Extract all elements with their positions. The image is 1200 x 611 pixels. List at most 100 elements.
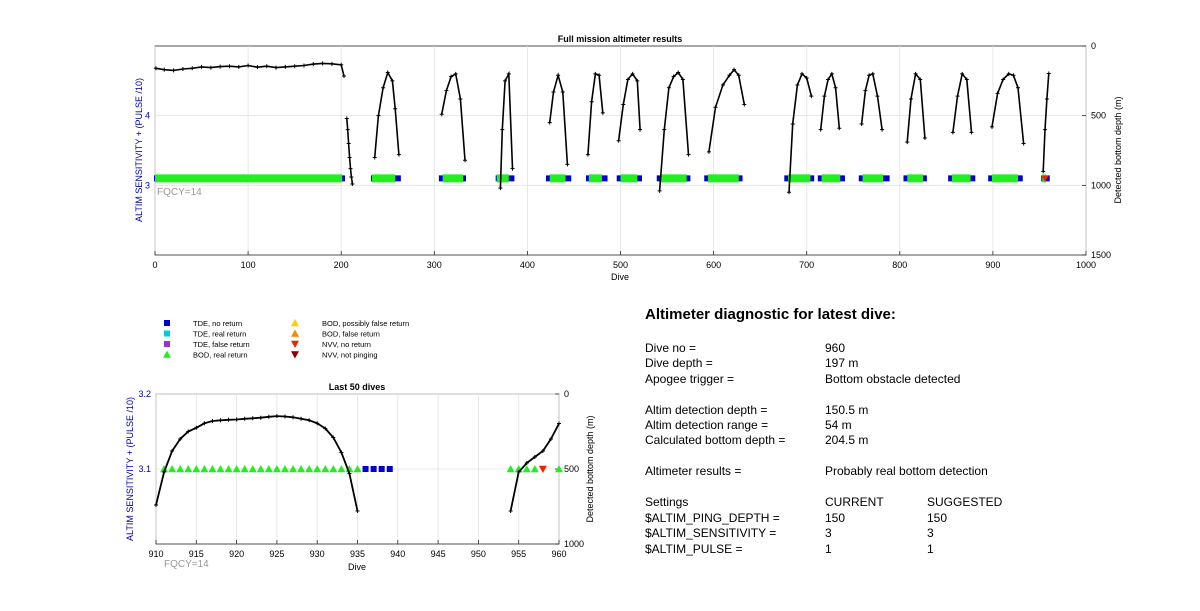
bod-real-return-marker bbox=[907, 174, 924, 183]
bottom-depth-point bbox=[742, 102, 747, 107]
bottom-depth-point bbox=[638, 127, 643, 132]
bod-real-return-marker bbox=[442, 174, 464, 183]
bottom-x-tick-label: 945 bbox=[431, 549, 446, 559]
bottom-x-tick-label: 925 bbox=[269, 549, 284, 559]
bottom-depth-point bbox=[964, 77, 969, 82]
bottom-depth-point bbox=[463, 158, 468, 163]
bottom-depth-point bbox=[551, 89, 556, 94]
legend-label: BOD, real return bbox=[193, 351, 248, 360]
bottom-depth-point bbox=[339, 62, 344, 67]
bottom-depth-point bbox=[732, 67, 737, 72]
bottom-x-tick-label: 910 bbox=[148, 549, 163, 559]
top-y-tick-label: 4 bbox=[145, 111, 150, 121]
bod-real-return-marker bbox=[313, 465, 322, 473]
results-label: Altimeter results = bbox=[645, 464, 742, 478]
bottom-depth-point bbox=[657, 188, 662, 193]
bottom-depth-point bbox=[311, 62, 316, 67]
setting-name: $ALTIM_PULSE = bbox=[645, 542, 743, 556]
bottom-depth-point bbox=[396, 152, 401, 157]
bottom-x-tick-label: 930 bbox=[310, 549, 325, 559]
bottom-depth-point bbox=[341, 73, 346, 78]
bottom-depth-point bbox=[556, 73, 561, 78]
last-50-dives-chart: 910 915 920 925 930 935 940 945 950 955 960 3.1 3.2 0… bbox=[125, 382, 595, 572]
apogee-label: Apogee trigger = bbox=[645, 372, 735, 386]
legend-marker bbox=[291, 329, 299, 337]
bottom-depth-point bbox=[818, 127, 823, 132]
setting-suggested: 150 bbox=[927, 511, 948, 525]
bottom-depth-point bbox=[320, 61, 325, 66]
bottom-depth-point bbox=[787, 190, 792, 195]
bod-real-return-marker bbox=[240, 465, 249, 473]
bottom-depth-point bbox=[880, 127, 885, 132]
bottom-depth-point bbox=[258, 415, 263, 420]
top-x-label: Dive bbox=[611, 272, 629, 282]
bottom-depth-point bbox=[385, 70, 390, 75]
top-y2-tick-label: 0 bbox=[1091, 41, 1096, 51]
top-x-tick-label: 300 bbox=[427, 260, 442, 270]
bottom-depth-point bbox=[344, 116, 349, 121]
bod-real-return-marker bbox=[862, 174, 884, 183]
bottom-depth-point bbox=[347, 471, 352, 476]
legend-label: TDE, false return bbox=[193, 340, 250, 349]
setting-suggested: 3 bbox=[927, 526, 934, 540]
legend-label: BOD, false return bbox=[322, 330, 380, 339]
top-marks bbox=[153, 61, 1051, 195]
bottom-depth-point bbox=[800, 71, 805, 76]
bottom-depth-line bbox=[155, 415, 359, 512]
bod-real-return-marker bbox=[821, 174, 841, 183]
bottom-depth-point bbox=[390, 78, 395, 83]
bottom-depth-point bbox=[274, 414, 279, 419]
bottom-depth-point bbox=[625, 77, 630, 82]
bottom-y-tick-label: 3.1 bbox=[138, 464, 151, 474]
altimeter-diagnostic-panel: Altimeter diagnostic for latest dive: Di… bbox=[645, 306, 1185, 606]
bottom-depth-point bbox=[226, 417, 231, 422]
legend-label: NVV, no return bbox=[322, 340, 371, 349]
top-x-tick-label: 900 bbox=[985, 260, 1000, 270]
bottom-depth-point bbox=[1021, 141, 1026, 146]
apogee-value: Bottom obstacle detected bbox=[825, 372, 961, 386]
bottom-depth-point bbox=[720, 83, 725, 88]
top-x-tick-label: 0 bbox=[152, 260, 157, 270]
bod-real-return-marker bbox=[184, 465, 193, 473]
bottom-depth-point bbox=[597, 73, 602, 78]
bottom-depth-point bbox=[162, 470, 167, 474]
bottom-depth-point bbox=[376, 113, 381, 118]
bod-real-return-marker bbox=[321, 465, 330, 473]
bottom-y-tick-label: 3.2 bbox=[138, 389, 151, 399]
bottom-depth-point bbox=[236, 64, 241, 69]
bod-real-return-marker bbox=[530, 465, 539, 473]
nvv-no-return-marker bbox=[1041, 175, 1049, 182]
full-mission-chart: 0 100 200 300 400 500 600 700 800 900 1000 3 4 0 500 10… bbox=[134, 34, 1123, 282]
diagnostic-title: Altimeter diagnostic for latest dive: bbox=[645, 306, 896, 323]
bottom-depth-point bbox=[349, 174, 354, 179]
tde-no-return-marker bbox=[386, 466, 393, 472]
bod-real-return-marker bbox=[224, 465, 233, 473]
bottom-depth-point bbox=[246, 63, 251, 68]
bottom-depth-point bbox=[339, 450, 344, 455]
bod-real-return-marker bbox=[176, 465, 185, 473]
bottom-depth-point bbox=[301, 63, 306, 68]
setting-current: 3 bbox=[825, 526, 832, 540]
bottom-depth-point bbox=[706, 149, 711, 154]
tde-no-return-marker bbox=[370, 466, 377, 472]
bod-real-return-marker bbox=[160, 465, 169, 473]
bottom-depth-point bbox=[274, 65, 279, 70]
bod-real-return-marker bbox=[289, 465, 298, 473]
bottom-depth-point bbox=[680, 77, 685, 82]
bod-real-return-marker bbox=[708, 174, 739, 183]
top-y2-tick-label: 1500 bbox=[1091, 250, 1111, 260]
bottom-depth-point bbox=[790, 122, 795, 127]
top-chart-title: Full mission altimeter results bbox=[558, 34, 683, 44]
legend-label: TDE, no return bbox=[193, 319, 242, 328]
bottom-depth-point bbox=[585, 152, 590, 157]
bottom-y2-tick-label: 0 bbox=[564, 389, 569, 399]
bottom-depth-point bbox=[186, 429, 191, 434]
bottom-x-label: Dive bbox=[348, 562, 366, 572]
bod-real-return-marker bbox=[991, 174, 1019, 183]
top-x-tick-label: 500 bbox=[613, 260, 628, 270]
bottom-depth-point bbox=[255, 65, 260, 70]
bottom-depth-point bbox=[208, 65, 213, 70]
bottom-depth-point bbox=[616, 138, 621, 143]
bod-real-return-marker bbox=[264, 465, 273, 473]
bottom-depth-point bbox=[250, 416, 255, 421]
